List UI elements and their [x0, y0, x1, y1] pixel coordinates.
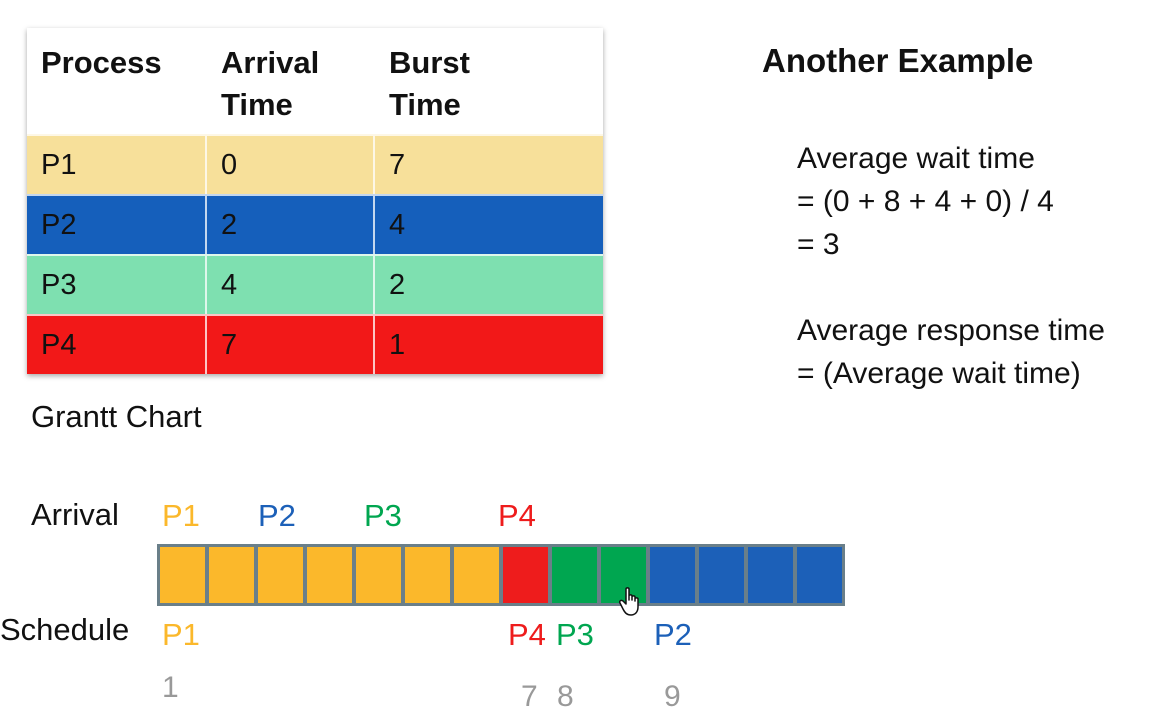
gantt-slot-p2 [748, 547, 793, 603]
schedule-mark-p3: P3 [556, 617, 594, 652]
arrival-mark-p4: P4 [498, 498, 536, 533]
gantt-slot-p1 [258, 547, 303, 603]
gantt-slot-p3 [552, 547, 597, 603]
cell-arrival: 0 [207, 136, 375, 194]
gantt-bar [157, 544, 845, 606]
cell-burst: 7 [389, 148, 406, 181]
arrival-row-label: Arrival [31, 497, 119, 532]
gantt-slot-p2 [650, 547, 695, 603]
gantt-slot-p1 [307, 547, 352, 603]
cell-arrival: 7 [207, 316, 375, 374]
gantt-slot-p1 [160, 547, 205, 603]
average-wait-time-block: Average wait time = (0 + 8 + 4 + 0) / 4 = … [797, 137, 1054, 266]
gantt-slot-p2 [699, 547, 744, 603]
gantt-slot-p1 [454, 547, 499, 603]
average-response-time-block: Average response time = (Average wait tim… [797, 309, 1105, 395]
cell-process: P4 [27, 316, 207, 374]
schedule-mark-p4: P4 [508, 617, 546, 652]
process-table: Process Arrival Time Burst Time P1 0 7 P… [27, 28, 603, 374]
cell-process: P1 [27, 136, 207, 194]
cell-arrival: 2 [207, 196, 375, 254]
response-line-2: = (Average wait time) [797, 357, 1081, 390]
header-burst-time: Burst Time [389, 45, 470, 122]
gantt-slot-p1 [356, 547, 401, 603]
wait-line-3: = 3 [797, 228, 840, 261]
schedule-mark-p1: P1 [162, 617, 200, 652]
cell-burst: 4 [389, 208, 406, 241]
gantt-slot-p1 [405, 547, 450, 603]
hand-cursor-icon [619, 587, 639, 616]
gantt-slot-p2 [797, 547, 842, 603]
tick-label: 7 [521, 680, 538, 713]
arrival-mark-p1: P1 [162, 498, 200, 533]
table-row-p3: P3 4 2 [27, 254, 603, 314]
response-line-1: Average response time [797, 314, 1105, 347]
header-process: Process [41, 45, 162, 80]
table-row-p1: P1 0 7 [27, 134, 603, 194]
tick-label: 8 [557, 680, 574, 713]
gantt-slot-p1 [209, 547, 254, 603]
cell-process: P3 [27, 256, 207, 314]
cell-arrival: 4 [207, 256, 375, 314]
cell-process: P2 [27, 196, 207, 254]
table-header-row: Process Arrival Time Burst Time [27, 28, 603, 134]
schedule-row-label: Schedule [0, 612, 130, 647]
table-row-p2: P2 2 4 [27, 194, 603, 254]
cell-burst: 2 [389, 268, 406, 301]
tick-label: 9 [664, 680, 681, 713]
header-arrival-time: Arrival Time [221, 45, 320, 122]
schedule-mark-p2: P2 [654, 617, 692, 652]
gantt-slot-p3 [601, 547, 646, 603]
wait-line-1: Average wait time [797, 142, 1035, 175]
gantt-chart-title: Grantt Chart [31, 399, 202, 434]
table-row-p4: P4 7 1 [27, 314, 603, 374]
cell-burst: 1 [389, 328, 406, 361]
wait-line-2: = (0 + 8 + 4 + 0) / 4 [797, 185, 1054, 218]
tick-label: 1 [162, 671, 179, 704]
slide-title: Another Example [762, 42, 1034, 79]
gantt-slot-p4 [503, 547, 548, 603]
arrival-mark-p2: P2 [258, 498, 296, 533]
arrival-mark-p3: P3 [364, 498, 402, 533]
